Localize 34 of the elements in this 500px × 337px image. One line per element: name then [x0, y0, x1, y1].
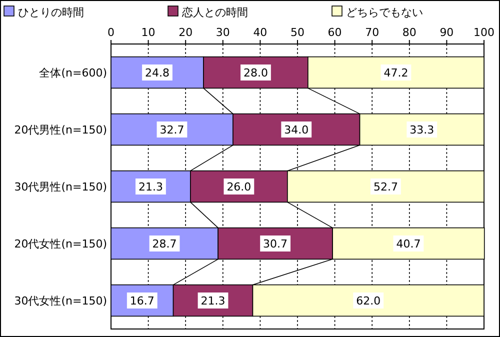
- legend-label: どちらでもない: [346, 6, 423, 19]
- x-tick-label: 40: [253, 26, 268, 39]
- x-tick-label: 30: [216, 26, 230, 39]
- text: 30.7: [263, 238, 288, 250]
- x-tick-label: 50: [290, 26, 304, 39]
- text: 52.7: [373, 180, 398, 194]
- text: 21.3: [200, 294, 226, 308]
- text: 62.0: [356, 294, 381, 308]
- text: 16.7: [130, 294, 154, 308]
- y-tick-label: 30代男性(n=150): [14, 180, 107, 194]
- x-tick-label: 100: [474, 26, 494, 39]
- text: 34.0: [284, 124, 309, 136]
- text: 24.8: [145, 66, 170, 80]
- legend-label: ひとりの時間: [18, 6, 84, 19]
- text: 32.7: [160, 124, 184, 136]
- y-tick-label: 20代男性(n=150): [14, 124, 107, 136]
- x-tick-label: 20: [178, 26, 193, 39]
- x-tick-label: 70: [365, 26, 380, 39]
- text: 21.3: [138, 180, 163, 194]
- x-tick-label: 90: [440, 26, 454, 39]
- y-tick-label: 20代女性(n=150): [14, 238, 107, 250]
- x-tick-label: 60: [328, 26, 342, 39]
- text: 47.2: [384, 66, 408, 80]
- text: 28.7: [152, 238, 177, 250]
- y-tick-label: 全体(n=600): [39, 66, 107, 80]
- x-tick-label: 0: [108, 26, 114, 39]
- text: 33.3: [410, 124, 434, 136]
- x-tick-label: 10: [141, 26, 156, 39]
- legend-label: 恋人との時間: [181, 6, 248, 19]
- x-tick-label: 80: [402, 26, 416, 39]
- text: 26.0: [226, 180, 252, 194]
- text: 28.0: [243, 66, 268, 80]
- y-tick-label: 30代女性(n=150): [14, 294, 107, 308]
- text: 40.7: [396, 238, 421, 250]
